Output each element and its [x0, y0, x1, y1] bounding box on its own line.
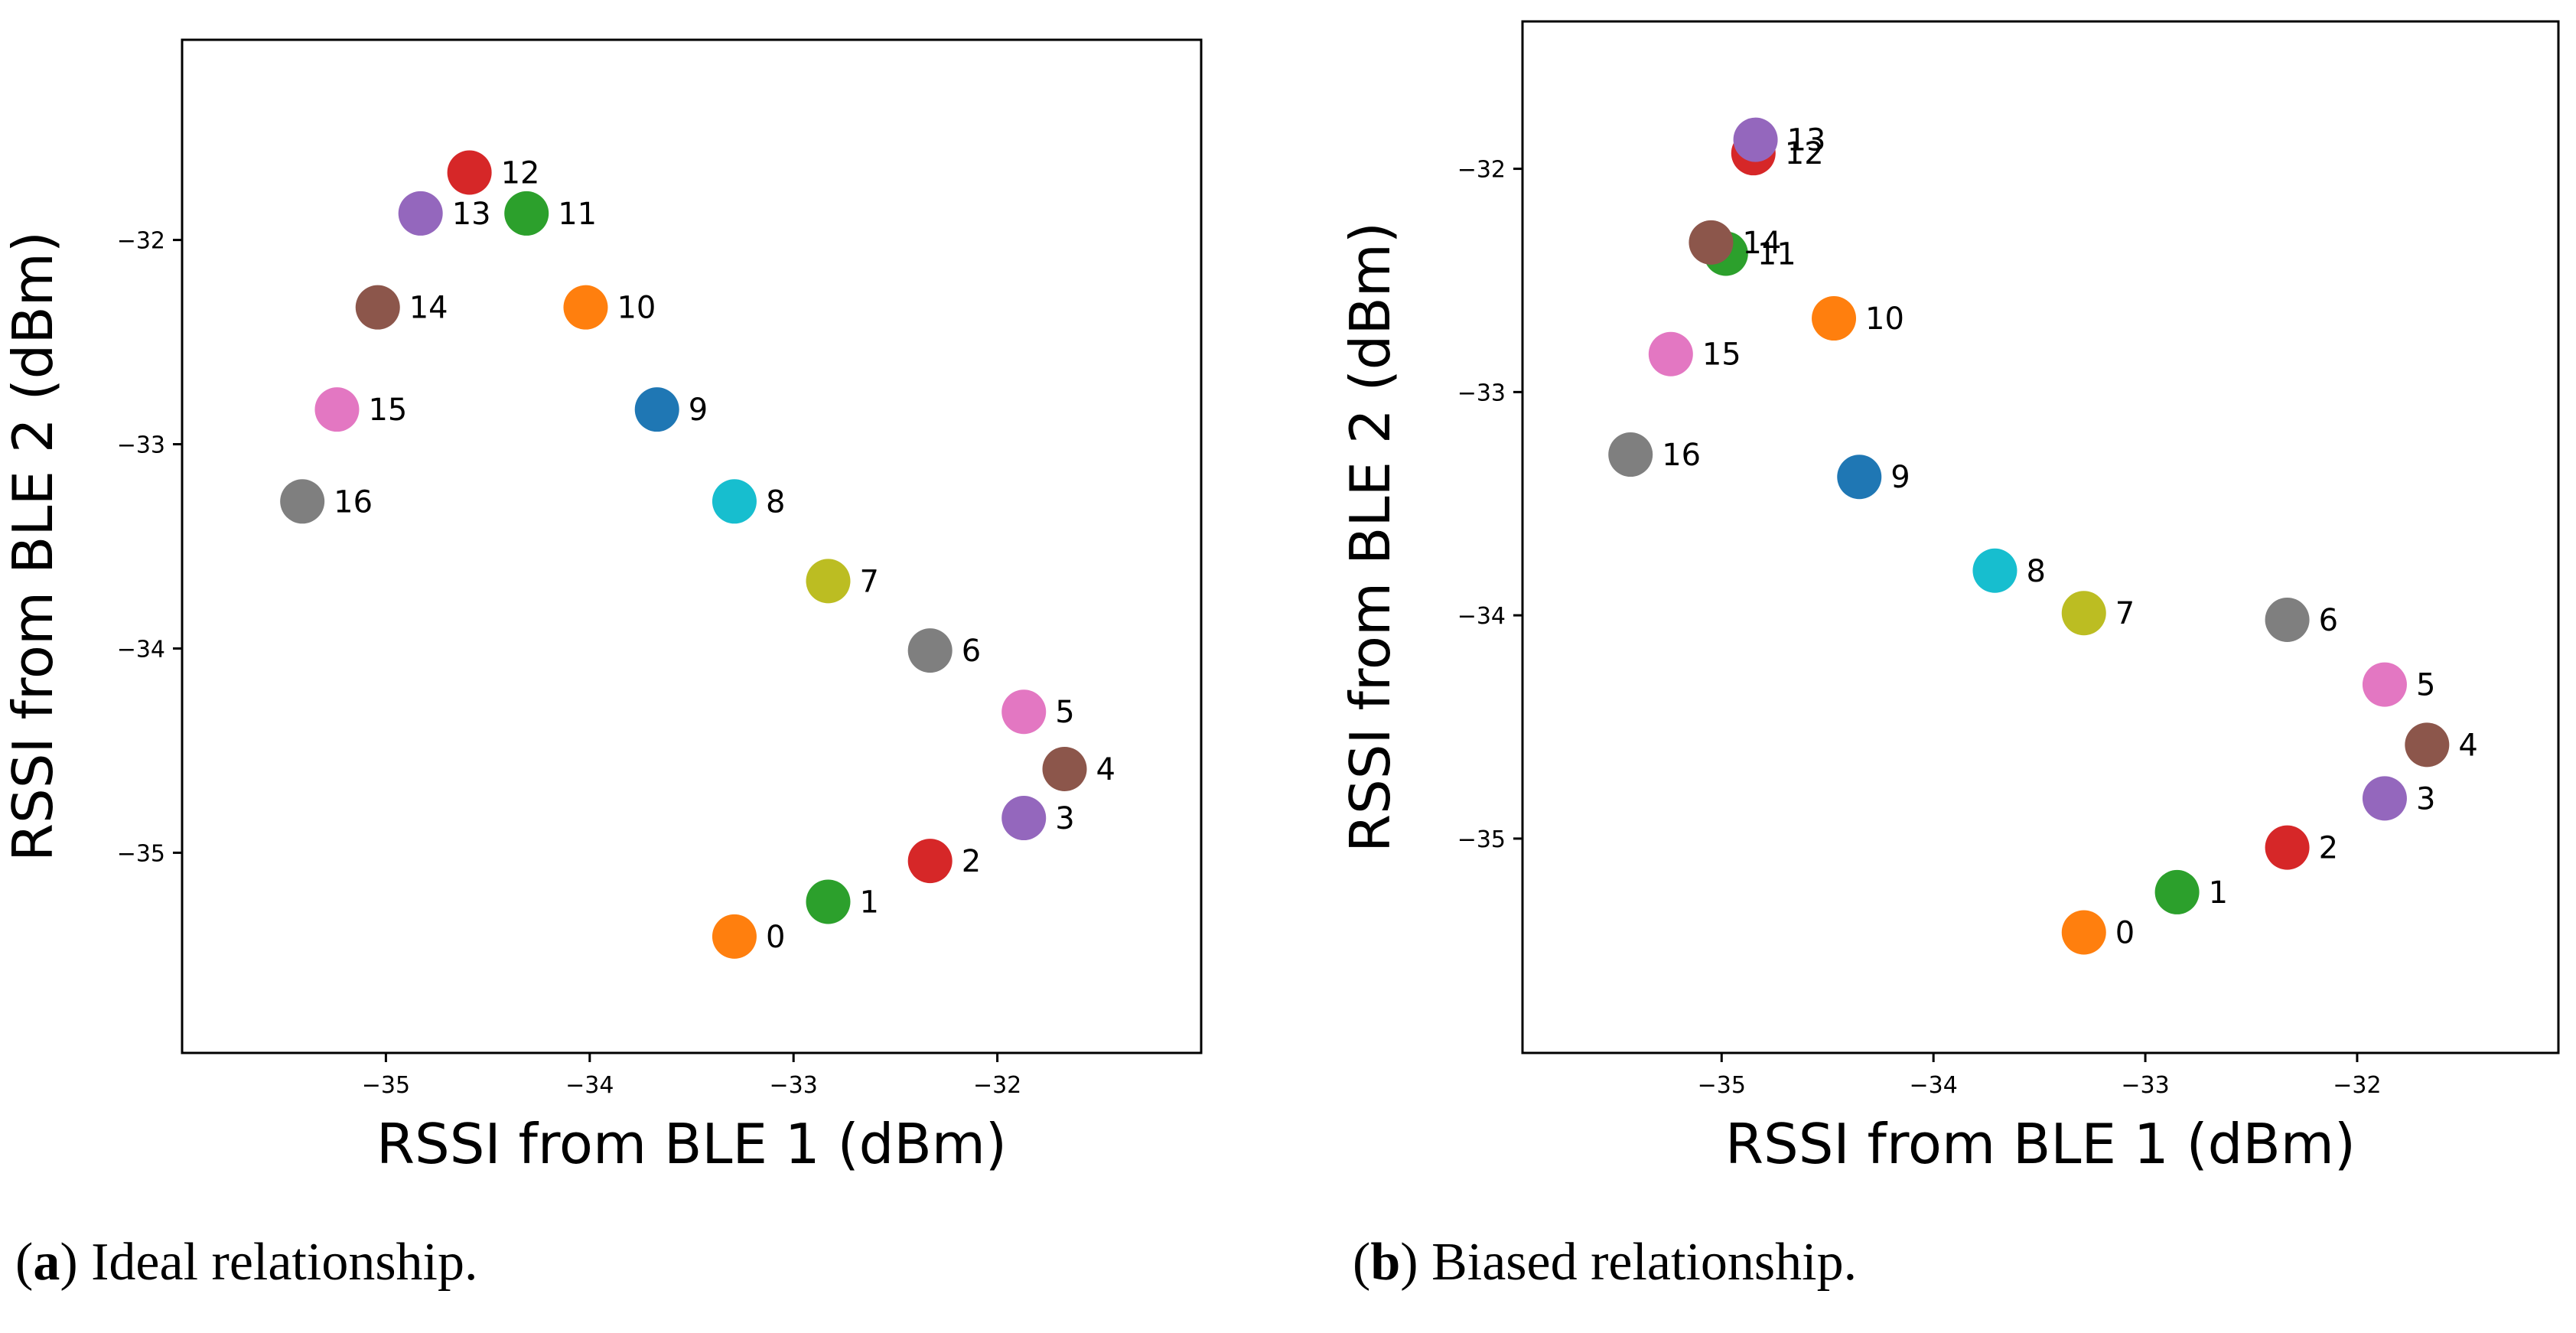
chart-a-point-0	[712, 914, 757, 959]
chart-a-x-tick-label: −32	[973, 1072, 1021, 1099]
chart-b-point-label-5: 5	[2416, 668, 2435, 703]
chart-a-point-label-11: 11	[558, 197, 597, 232]
chart-b-point-15	[1648, 331, 1693, 376]
chart-a-point-label-16: 16	[334, 484, 373, 520]
chart-a-x-tick-label: −34	[565, 1072, 614, 1099]
chart-b-point-label-10: 10	[1865, 301, 1904, 337]
chart-a-point-label-14: 14	[409, 291, 448, 326]
chart-b-point-label-8: 8	[2026, 554, 2045, 589]
caption-b-letter: b	[1370, 1233, 1401, 1292]
chart-b-point-label-12: 12	[1785, 136, 1824, 171]
chart-a-y-tick-label: −34	[117, 636, 165, 663]
chart-a-point-15	[314, 387, 360, 432]
chart-a-point-6	[907, 628, 953, 673]
caption-b-text: Biased relationship.	[1418, 1233, 1858, 1292]
chart-a-point-13	[398, 191, 443, 236]
chart-b-point-9	[1837, 455, 1882, 500]
caption-a-letter: a	[33, 1233, 60, 1292]
chart-a-point-label-6: 6	[962, 634, 981, 669]
chart-b-point-label-6: 6	[2319, 603, 2338, 638]
chart-b-y-tick-label: −32	[1457, 157, 1506, 184]
chart-b-point-label-1: 1	[2209, 875, 2228, 911]
chart-b-point-label-14: 14	[1742, 226, 1781, 261]
chart-b-point-13	[1733, 117, 1778, 162]
chart-a-point-label-0: 0	[766, 920, 785, 955]
chart-b-point-label-11: 11	[1757, 236, 1796, 272]
chart-a-point-1	[806, 879, 851, 924]
chart-a-point-label-5: 5	[1055, 695, 1074, 730]
caption-a: (a) Ideal relationship.	[15, 1233, 478, 1292]
chart-a-x-tick-label: −33	[770, 1072, 818, 1099]
chart-b-point-label-9: 9	[1890, 460, 1910, 495]
chart-a-point-label-8: 8	[766, 484, 785, 520]
chart-b-y-tick-label: −35	[1457, 826, 1506, 853]
chart-b-point-label-2: 2	[2319, 831, 2338, 866]
chart-b-point-label-3: 3	[2416, 781, 2435, 816]
chart-a-point-label-9: 9	[689, 393, 708, 428]
chart-a-point-7	[806, 559, 851, 604]
chart-b-y-tick-label: −34	[1457, 603, 1506, 630]
chart-a-point-label-13: 13	[452, 197, 491, 232]
chart-a-point-9	[634, 387, 679, 432]
chart-b-x-tick-label: −32	[2333, 1072, 2381, 1099]
chart-b-point-2	[2265, 825, 2310, 870]
chart-b-point-8	[1972, 548, 2017, 593]
chart-b-point-4	[2405, 722, 2450, 768]
chart-a-point-16	[280, 479, 325, 524]
chart-b-point-14	[1689, 220, 1734, 265]
chart-a-point-label-15: 15	[368, 393, 407, 428]
chart-b-point-label-0: 0	[2115, 915, 2135, 950]
chart-b-point-3	[2362, 776, 2407, 821]
chart-a-point-label-10: 10	[617, 291, 656, 326]
caption-b: (b) Biased relationship.	[1353, 1233, 1858, 1292]
chart-a-y-tick-label: −35	[117, 840, 165, 867]
chart-a-point-10	[563, 285, 608, 330]
chart-b-x-tick-label: −35	[1698, 1072, 1746, 1099]
chart-b-plot-frame	[1521, 20, 2560, 1054]
chart-a-x-axis-label: RSSI from BLE 1 (dBm)	[376, 1112, 1007, 1176]
chart-b-point-5	[2362, 662, 2407, 707]
chart-b-point-0	[2061, 910, 2106, 955]
chart-a-point-2	[907, 839, 953, 884]
chart-a-point-12	[447, 150, 492, 195]
chart-a-x-tick-label: −35	[362, 1072, 410, 1099]
chart-a-point-label-1: 1	[859, 885, 878, 920]
chart-b-point-10	[1812, 296, 1857, 341]
chart-a-point-14	[355, 285, 400, 330]
chart-b-point-7	[2061, 591, 2106, 636]
chart-a-point-5	[1001, 689, 1047, 735]
chart-b-x-tick-label: −33	[2121, 1072, 2169, 1099]
chart-a-y-tick-label: −33	[117, 432, 165, 459]
chart-b-y-axis-label: RSSI from BLE 2 (dBm)	[1338, 222, 1402, 852]
chart-b-point-6	[2265, 597, 2310, 642]
chart-b-point-label-16: 16	[1662, 438, 1701, 473]
chart-b-point-label-4: 4	[2458, 728, 2477, 763]
chart-b-y-tick-label: −33	[1457, 380, 1506, 406]
caption-a-text: Ideal relationship.	[77, 1233, 478, 1292]
chart-a-point-label-4: 4	[1096, 752, 1115, 787]
chart-b-x-tick-label: −34	[1910, 1072, 1958, 1099]
chart-a-point-8	[712, 479, 757, 524]
chart-a-plot-frame	[181, 38, 1203, 1054]
chart-b-point-label-7: 7	[2115, 596, 2135, 631]
chart-a-point-label-7: 7	[859, 564, 878, 599]
chart-a-y-axis-label: RSSI from BLE 2 (dBm)	[1, 231, 65, 862]
chart-b-x-axis-label: RSSI from BLE 1 (dBm)	[1725, 1112, 2356, 1176]
chart-a-y-tick-label: −32	[117, 228, 165, 255]
chart-b-point-label-13: 13	[1787, 123, 1826, 158]
chart-b-point-16	[1608, 432, 1653, 477]
chart-b-point-1	[2154, 869, 2200, 914]
chart-a-point-11	[504, 191, 549, 236]
chart-a-point-label-2: 2	[962, 844, 981, 879]
chart-a-point-label-3: 3	[1055, 801, 1074, 836]
chart-a-point-3	[1001, 796, 1047, 841]
chart-a-point-label-12: 12	[501, 156, 540, 191]
chart-b-point-label-15: 15	[1702, 337, 1741, 373]
chart-a-point-4	[1042, 746, 1087, 791]
